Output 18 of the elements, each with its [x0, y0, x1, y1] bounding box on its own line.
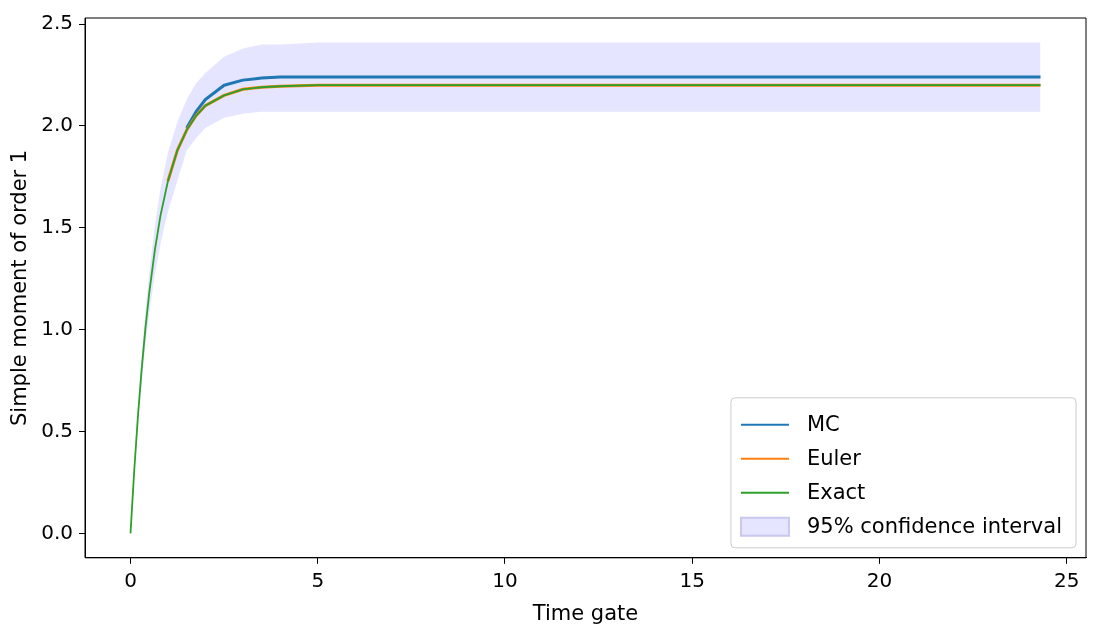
- y-tick-label: 1.5: [41, 214, 74, 239]
- x-tick-label: 0: [124, 568, 137, 592]
- y-tick-label: 2.5: [41, 10, 74, 35]
- legend-label: Exact: [806, 480, 866, 505]
- legend-label: MC: [806, 412, 840, 437]
- x-tick-label: 10: [492, 568, 518, 592]
- y-tick-label: 0.0: [41, 519, 74, 544]
- y-tick-label: 2.0: [41, 112, 74, 137]
- x-tick-label: 20: [866, 568, 893, 592]
- x-tick-label: 25: [1053, 568, 1080, 592]
- y-tick-label: 1.0: [41, 315, 74, 340]
- x-tick-label: 15: [679, 568, 705, 592]
- legend-label: Euler: [806, 446, 862, 471]
- x-tick-label: 5: [311, 568, 325, 592]
- y-tick-label: 0.5: [41, 417, 74, 442]
- legend-label: 95% confidence interval: [806, 514, 1062, 539]
- y-axis-title: Simple moment of order 1: [7, 149, 32, 427]
- x-axis-title: Time gate: [531, 600, 639, 625]
